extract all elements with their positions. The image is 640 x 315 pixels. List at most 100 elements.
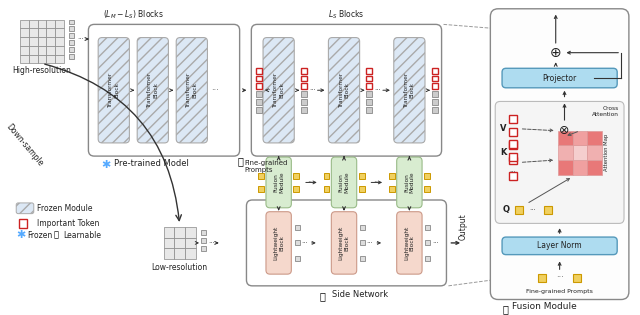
Bar: [47, 28, 55, 37]
Bar: [29, 20, 38, 28]
Bar: [256, 83, 262, 89]
Bar: [256, 99, 262, 105]
Bar: [424, 186, 430, 192]
Bar: [164, 248, 174, 259]
Text: V: V: [500, 124, 507, 133]
Bar: [185, 227, 196, 238]
Bar: [38, 54, 47, 63]
Bar: [55, 37, 64, 46]
Text: Transformer
Block: Transformer Block: [147, 73, 158, 108]
Bar: [293, 173, 299, 179]
Bar: [47, 54, 55, 63]
Text: Down-sample: Down-sample: [4, 122, 45, 168]
Text: Fusion Module: Fusion Module: [512, 302, 577, 312]
Bar: [256, 107, 262, 113]
Bar: [69, 33, 74, 38]
Bar: [432, 91, 438, 97]
Text: ···: ···: [372, 178, 381, 187]
Bar: [324, 186, 330, 192]
FancyBboxPatch shape: [266, 212, 291, 274]
Text: ···: ···: [367, 240, 373, 246]
Bar: [301, 107, 307, 113]
Bar: [509, 172, 516, 180]
Bar: [367, 76, 372, 82]
Bar: [360, 256, 365, 261]
FancyBboxPatch shape: [137, 37, 168, 143]
Bar: [558, 160, 573, 175]
Text: Lightweight
Block: Lightweight Block: [273, 226, 284, 260]
Bar: [29, 37, 38, 46]
Text: Lightweight
Block: Lightweight Block: [404, 226, 415, 260]
Bar: [432, 68, 438, 74]
Bar: [185, 238, 196, 248]
Text: Fine-grained Prompts: Fine-grained Prompts: [526, 289, 593, 294]
Bar: [360, 225, 365, 230]
Bar: [174, 238, 185, 248]
Bar: [20, 46, 29, 54]
Text: $(L_M - L_S)$ Blocks: $(L_M - L_S)$ Blocks: [103, 9, 164, 21]
Text: Cross
Attention: Cross Attention: [592, 106, 619, 117]
Bar: [38, 28, 47, 37]
Bar: [389, 186, 395, 192]
Bar: [29, 54, 38, 63]
Text: ⊗: ⊗: [559, 124, 570, 137]
Text: Q: Q: [503, 205, 510, 214]
Bar: [301, 91, 307, 97]
Text: K: K: [500, 148, 506, 157]
Text: ···: ···: [309, 87, 316, 93]
Bar: [515, 206, 522, 214]
Bar: [367, 107, 372, 113]
Bar: [424, 173, 430, 179]
Bar: [573, 145, 588, 160]
Bar: [201, 230, 206, 235]
FancyBboxPatch shape: [495, 101, 624, 223]
Bar: [47, 37, 55, 46]
Bar: [256, 76, 262, 82]
Text: ···: ···: [301, 240, 308, 246]
Bar: [55, 46, 64, 54]
Bar: [360, 240, 365, 245]
Bar: [258, 173, 264, 179]
Bar: [509, 153, 516, 161]
Bar: [185, 248, 196, 259]
Bar: [55, 54, 64, 63]
Text: Frozen Module: Frozen Module: [36, 204, 92, 213]
Bar: [301, 76, 307, 82]
Bar: [174, 248, 185, 259]
Bar: [301, 99, 307, 105]
Bar: [38, 46, 47, 54]
Bar: [20, 54, 29, 63]
Text: Output: Output: [458, 213, 467, 240]
Bar: [367, 83, 372, 89]
Bar: [367, 68, 372, 74]
Bar: [324, 173, 330, 179]
Bar: [509, 128, 516, 135]
Bar: [588, 131, 602, 145]
Bar: [588, 145, 602, 160]
Bar: [295, 240, 300, 245]
Bar: [55, 20, 64, 28]
Bar: [558, 131, 573, 145]
Bar: [174, 227, 185, 238]
Bar: [301, 68, 307, 74]
Text: Frozen: Frozen: [27, 231, 52, 240]
Bar: [432, 83, 438, 89]
Text: Fusion
Module: Fusion Module: [404, 172, 415, 193]
Bar: [69, 54, 74, 59]
Bar: [47, 20, 55, 28]
Text: Attention Map: Attention Map: [604, 134, 609, 171]
FancyBboxPatch shape: [394, 37, 425, 143]
Text: Fine-grained
Prompts: Fine-grained Prompts: [244, 160, 288, 173]
Text: Fusion
Module: Fusion Module: [339, 172, 349, 193]
Bar: [256, 91, 262, 97]
Text: ···: ···: [529, 207, 536, 213]
Bar: [20, 20, 29, 28]
Bar: [38, 37, 47, 46]
Bar: [20, 28, 29, 37]
Bar: [588, 160, 602, 175]
Text: Layer Norm: Layer Norm: [538, 241, 582, 250]
Bar: [295, 256, 300, 261]
FancyBboxPatch shape: [397, 212, 422, 274]
Bar: [389, 173, 395, 179]
Bar: [573, 274, 581, 282]
